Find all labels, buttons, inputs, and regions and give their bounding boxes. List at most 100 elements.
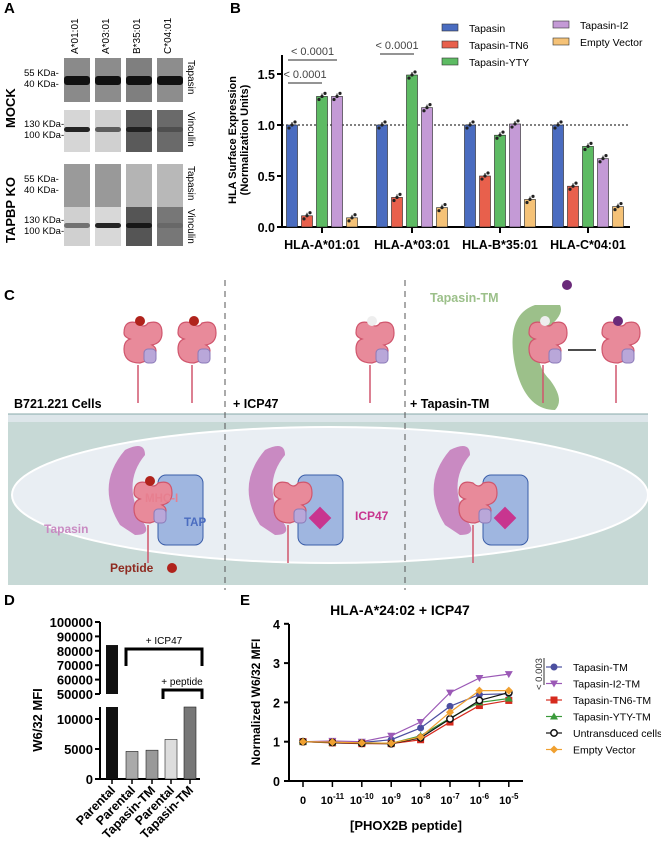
- blot-group-label: MOCK: [3, 88, 18, 128]
- y-tick-label: 1.5: [258, 68, 275, 82]
- data-point: [525, 200, 529, 205]
- data-point: [387, 739, 396, 748]
- beta2m: [548, 348, 562, 364]
- x-tick-base: 10: [411, 795, 423, 807]
- mhc-i-molecule: [528, 316, 568, 403]
- y-tick-label: 60000: [57, 673, 93, 688]
- blot-lane: [95, 164, 121, 208]
- panel-c-label: C: [4, 287, 15, 304]
- section-label: + ICP47: [233, 397, 279, 411]
- blot-protein-label: Tapasin: [185, 60, 196, 95]
- bar-tapasin-yty: [406, 74, 418, 228]
- x-tick-label: HLA-C*04:01: [550, 238, 626, 252]
- x-tick-label: 0: [300, 795, 306, 807]
- icp47-label: ICP47: [355, 509, 389, 523]
- x-tick-exponent: -10: [362, 792, 374, 801]
- peptide: [367, 316, 377, 326]
- beta2m: [478, 508, 492, 524]
- data-point: [498, 133, 502, 137]
- peptide: [189, 316, 199, 326]
- data-point: [601, 157, 605, 161]
- data-point: [335, 94, 339, 99]
- panel-a-label: A: [4, 0, 15, 17]
- blot-lane: [64, 207, 90, 246]
- legend-swatch: [441, 23, 459, 32]
- data-point: [302, 217, 306, 221]
- kda-marker: 55 KDa-: [24, 68, 59, 79]
- data-point: [387, 732, 396, 740]
- x-tick-exponent: -9: [394, 792, 402, 801]
- legend-marker: [550, 680, 558, 688]
- data-point: [317, 97, 321, 102]
- protein-band: [95, 222, 121, 228]
- data-point: [446, 689, 454, 697]
- data-point: [465, 126, 469, 130]
- peptide-titration-line-chart: HLA-A*24:02 + ICP47 0 1 2 3 4 Normalized W6/32…: [249, 602, 661, 833]
- data-point: [416, 732, 425, 741]
- protein-band: [95, 76, 121, 85]
- kda-marker: 100 KDa-: [24, 130, 65, 141]
- y-tick-label: 1: [273, 736, 280, 750]
- x-tick-label: 10-6: [470, 792, 490, 807]
- legend-label: Tapasin-TN6: [469, 40, 529, 52]
- y-tick-label: 50000: [57, 687, 93, 702]
- lane-label: A*01:01: [70, 18, 81, 54]
- mhc-i-molecule: [458, 481, 498, 563]
- chart-title: HLA-A*24:02 + ICP47: [330, 602, 470, 618]
- blot-protein-label: Vinculin: [185, 209, 196, 244]
- data-point: [528, 197, 532, 202]
- x-tick-exponent: -11: [333, 792, 345, 801]
- data-point: [413, 70, 417, 74]
- section-label: + Tapasin-TM: [410, 397, 489, 411]
- legend-label: Untransduced cells: [573, 728, 661, 740]
- bracket-label: + peptide: [161, 677, 203, 688]
- data-point: [357, 738, 366, 747]
- bar-tapasin: [464, 124, 476, 228]
- legend-marker: [550, 712, 558, 720]
- protein-band: [157, 127, 183, 132]
- series-empty-vector: [299, 686, 513, 748]
- data-point: [443, 202, 447, 207]
- blot-lane: [157, 207, 183, 246]
- x-tick-exponent: -7: [453, 792, 461, 801]
- data-point: [323, 91, 327, 95]
- y-tick-label: 80000: [57, 644, 93, 659]
- mechanism-diagram: B721.221 Cells + ICP47 + Tapasin-TM Tapasin…: [8, 280, 649, 590]
- x-tick-base: 10: [440, 795, 452, 807]
- x-tick-label: HLA-A*01:01: [284, 238, 360, 252]
- data-point: [531, 194, 535, 198]
- lane-label: B*35:01: [132, 18, 143, 54]
- beta2m: [143, 348, 157, 364]
- x-tick-base: 10: [350, 795, 362, 807]
- data-point: [571, 184, 575, 188]
- kda-marker: 40 KDa-: [24, 79, 59, 90]
- significance-label: < 0.0001: [283, 69, 326, 81]
- y-tick-label: 10000: [57, 712, 93, 727]
- lane-label: C*04:01: [163, 17, 174, 54]
- blot-lane: [95, 207, 121, 246]
- data-point: [604, 154, 608, 158]
- legend-label: Tapasin-YTY: [469, 57, 529, 69]
- blot-lane: [126, 164, 152, 208]
- mhc-i-molecule: [601, 316, 641, 403]
- y-tick-label: 3: [273, 657, 280, 671]
- tapasin-tm-label: Tapasin-TM: [430, 291, 499, 305]
- beta2m: [197, 348, 211, 364]
- data-point: [428, 103, 432, 107]
- bar-lower: [106, 707, 118, 779]
- data-point: [480, 177, 484, 181]
- bar-upper: [106, 645, 118, 694]
- legend-label: Tapasin-TM: [573, 662, 628, 674]
- data-point: [475, 675, 484, 683]
- data-point: [446, 714, 454, 723]
- data-point: [553, 126, 557, 130]
- data-point: [407, 76, 411, 80]
- significance-label: < 0.0001: [375, 40, 418, 52]
- legend-label: Empty Vector: [580, 37, 643, 49]
- blot-group-label: TAPBP KO: [3, 177, 18, 243]
- y-tick-label: 90000: [57, 629, 93, 644]
- peptide-icon: [167, 563, 177, 573]
- bracket-label: + ICP47: [146, 636, 183, 647]
- data-point: [468, 123, 472, 127]
